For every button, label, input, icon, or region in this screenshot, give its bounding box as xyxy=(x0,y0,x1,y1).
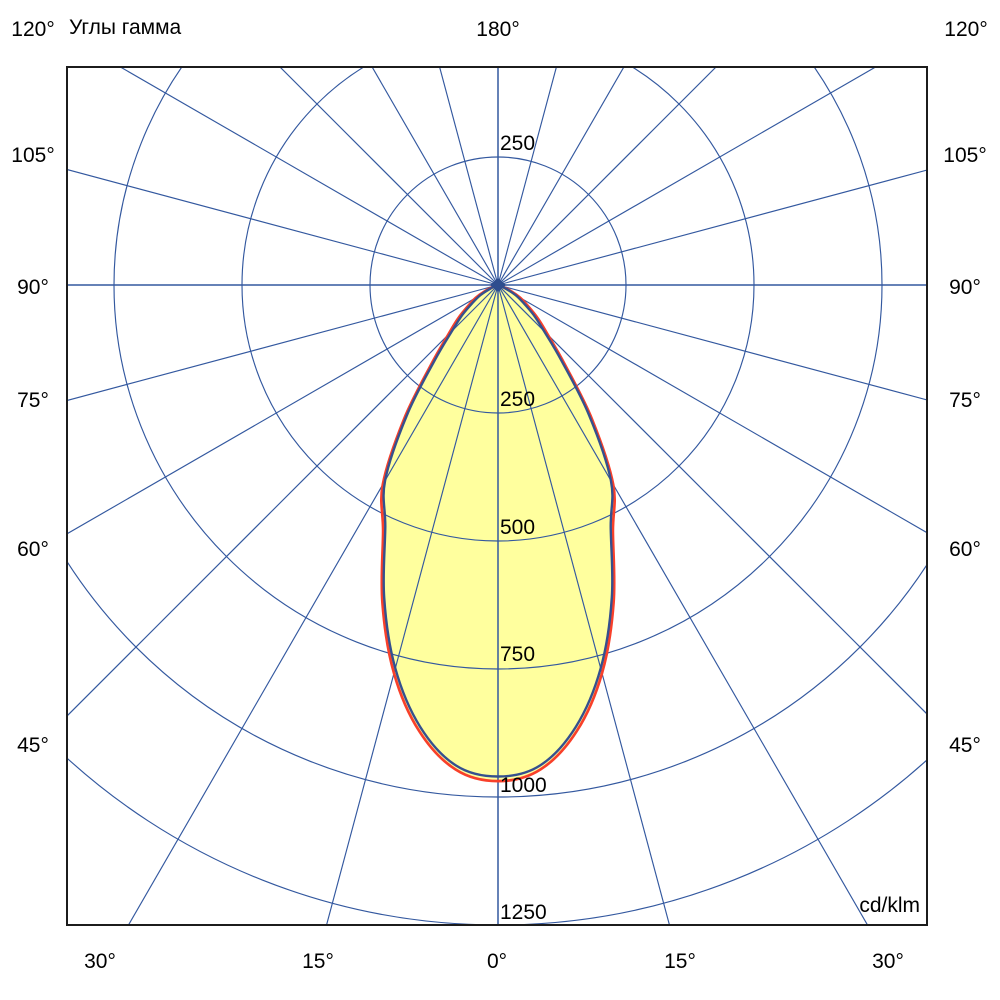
gamma-ray-195deg xyxy=(439,67,499,286)
intensity-tick-below-1000: 1000 xyxy=(500,774,547,797)
gamma-label-right-105: 105° xyxy=(943,144,986,167)
intensity-tick-below-1250: 1250 xyxy=(500,901,547,924)
chart-title: Углы гамма xyxy=(69,16,182,39)
gamma-ray-315deg xyxy=(67,284,499,717)
gamma-ray-60deg xyxy=(497,284,927,534)
gamma-label-bottom-4: 30° xyxy=(872,950,904,973)
gamma-ray-345deg xyxy=(325,284,499,925)
gamma-ray-285deg xyxy=(67,284,499,402)
gamma-label-left-90: 90° xyxy=(17,276,49,299)
gamma-label-bottom-1: 15° xyxy=(302,950,334,973)
gamma-ray-75deg xyxy=(497,284,927,401)
gamma-label-bottom-3: 15° xyxy=(664,950,696,973)
gamma-ray-255deg xyxy=(67,168,499,286)
red-curve-outline xyxy=(380,283,616,783)
gamma-label-right-60: 60° xyxy=(949,538,981,561)
intensity-tick-below-500: 500 xyxy=(500,516,535,539)
gamma-ray-225deg xyxy=(279,67,499,286)
gamma-ray-30deg xyxy=(497,284,869,925)
intensity-tick-below-250: 250 xyxy=(500,388,535,411)
gamma-ray-330deg xyxy=(127,284,499,925)
gamma-label-top-center-180: 180° xyxy=(476,18,519,41)
gamma-label-right-45: 45° xyxy=(949,734,981,757)
gamma-label-bottom-0: 30° xyxy=(84,950,116,973)
gamma-ray-300deg xyxy=(67,284,499,535)
plot-frame xyxy=(66,66,928,926)
gamma-label-left-105: 105° xyxy=(11,144,54,167)
intensity-tick-above-250: 250 xyxy=(500,132,535,155)
gamma-ray-105deg xyxy=(497,169,927,286)
blue-curve-outline xyxy=(382,283,614,778)
center-marker xyxy=(490,278,506,292)
gamma-label-top-right-120: 120° xyxy=(944,18,987,41)
gamma-label-left-45: 45° xyxy=(17,734,49,757)
gamma-ray-210deg xyxy=(371,67,499,286)
gamma-label-left-75: 75° xyxy=(17,389,49,412)
gamma-ray-45deg xyxy=(497,284,927,715)
gamma-ray-120deg xyxy=(497,67,877,286)
gamma-label-bottom-2: 0° xyxy=(487,950,507,973)
gamma-label-left-60: 60° xyxy=(17,538,49,561)
gamma-ray-165deg xyxy=(497,67,557,286)
gamma-label-right-90: 90° xyxy=(949,276,981,299)
unit-label: cd/klm xyxy=(859,894,920,917)
gamma-label-top-left-120: 120° xyxy=(11,18,54,41)
gamma-ray-240deg xyxy=(119,67,499,286)
gamma-label-right-75: 75° xyxy=(949,389,981,412)
gamma-ray-135deg xyxy=(497,67,717,286)
gamma-ray-150deg xyxy=(497,67,625,286)
gamma-ray-15deg xyxy=(497,284,671,925)
intensity-tick-below-750: 750 xyxy=(500,643,535,666)
